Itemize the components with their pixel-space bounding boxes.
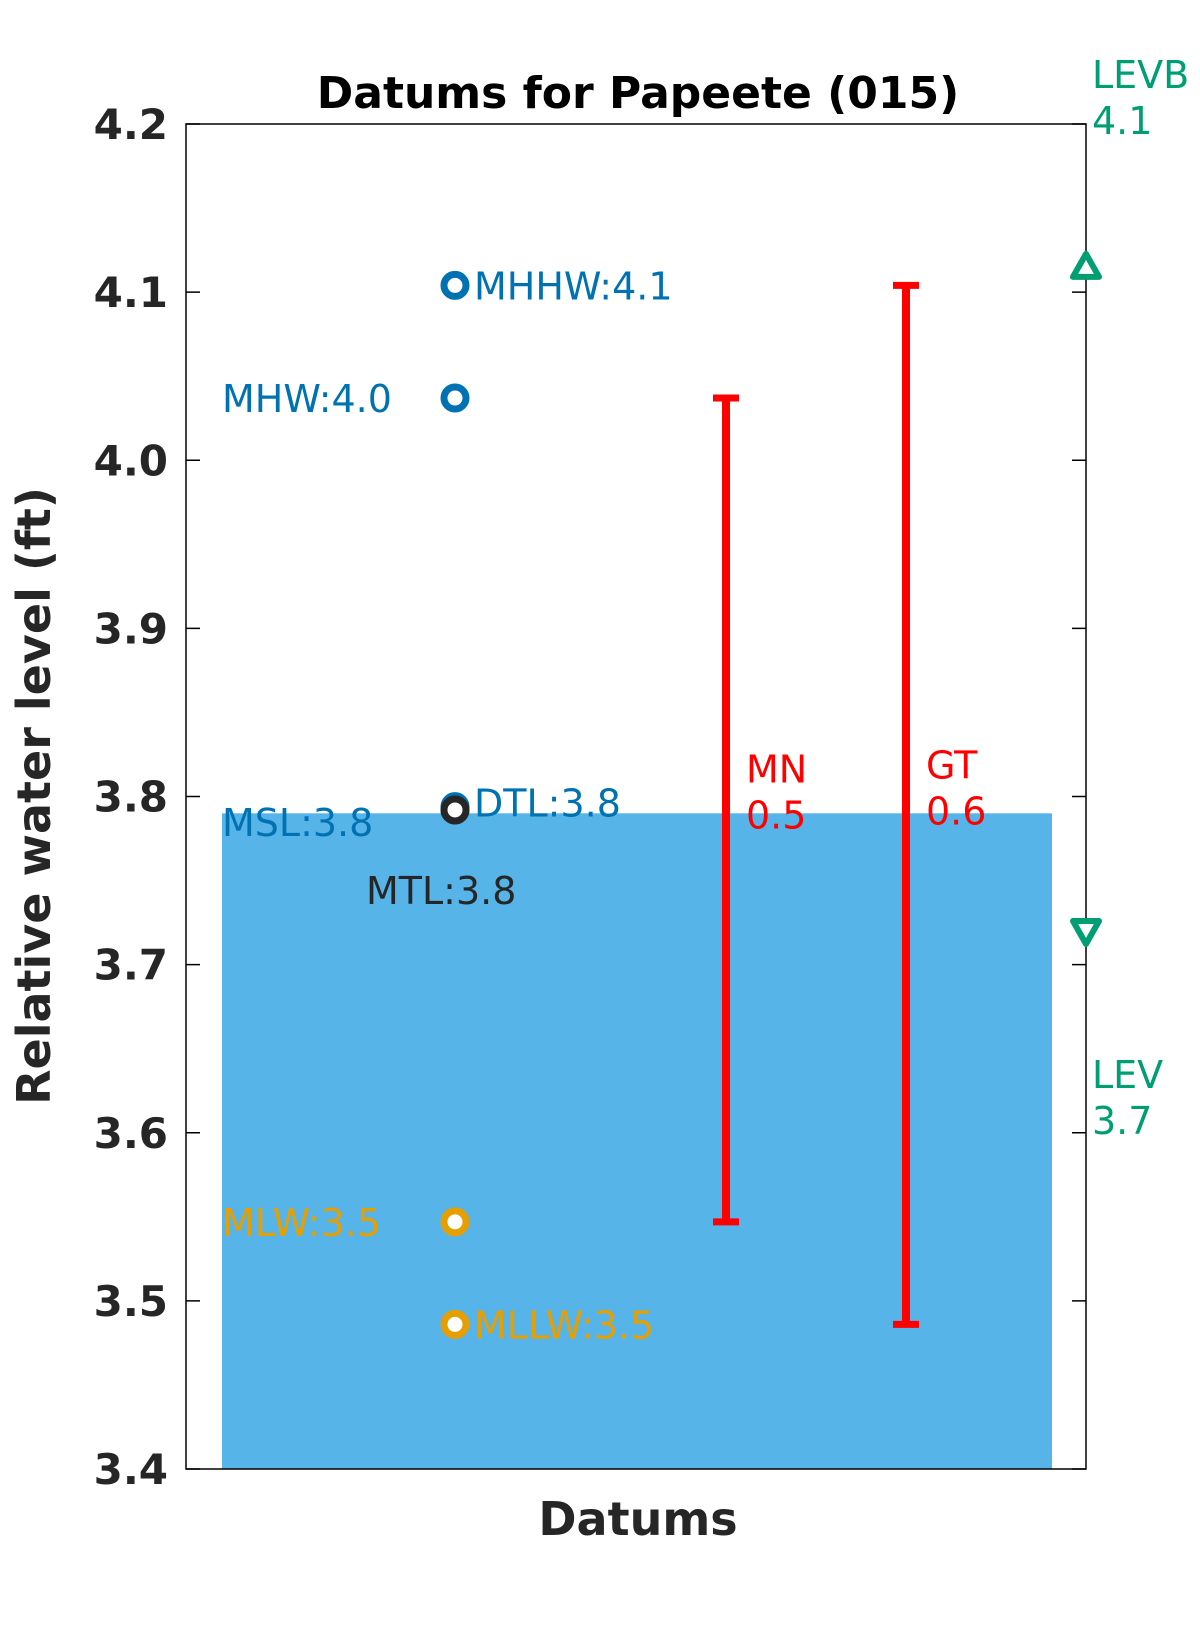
datum-mhhw: MHHW:4.1 <box>440 264 673 308</box>
datum-marker <box>440 383 470 413</box>
range-name-label: MN <box>746 748 807 792</box>
y-tick-label: 3.6 <box>94 1109 168 1158</box>
datum-mhw: MHW:4.0 <box>222 377 470 421</box>
range-gt: GT0.6 <box>893 281 986 1328</box>
datum-label: MHHW:4.1 <box>474 264 673 308</box>
extreme-name-label: LEVB <box>1092 53 1189 97</box>
datum-marker <box>440 270 470 300</box>
y-tick-label: 4.2 <box>94 100 168 149</box>
range-mn: MN0.5 <box>713 394 807 1226</box>
datum-label: MLW:3.5 <box>222 1201 381 1245</box>
datum-label: MSL:3.8 <box>222 801 373 845</box>
y-tick-label: 3.9 <box>94 604 168 653</box>
y-tick-label: 3.7 <box>94 941 168 990</box>
y-tick-label: 4.0 <box>94 436 168 485</box>
extreme-marker <box>1070 250 1102 280</box>
y-tick-label: 3.8 <box>94 773 168 822</box>
datum-marker <box>440 1207 470 1237</box>
extreme-value-label: 3.7 <box>1092 1099 1152 1143</box>
y-tick-label: 3.5 <box>94 1277 168 1326</box>
datum-marker <box>440 795 470 825</box>
datum-label: MHW:4.0 <box>222 377 392 421</box>
water-level-fill <box>222 813 1052 1469</box>
range-value-label: 0.6 <box>926 790 986 834</box>
range-bars: MN0.5 GT0.6 <box>713 281 986 1328</box>
datum-mlw: MLW:3.5 <box>222 1201 470 1245</box>
datum-mllw: MLLW:3.5 <box>440 1303 654 1347</box>
y-axis-label: Relative water level (ft) <box>7 487 61 1105</box>
datum-label: MTL:3.8 <box>366 869 516 913</box>
y-axis-ticks: 3.4 3.5 3.6 3.7 3.8 3.9 4.0 4.1 4.2 <box>94 100 1086 1494</box>
y-tick-label: 3.4 <box>94 1445 168 1494</box>
datum-markers: MHHW:4.1 MHW:4.0 MSL:3.8 DTL:3.8 MTL:3.8 MLW:… <box>222 264 673 1347</box>
chart-title: Datums for Papeete (015) <box>317 68 960 119</box>
y-tick-label: 4.1 <box>94 268 168 317</box>
datum-marker <box>440 1309 470 1339</box>
x-axis-label: Datums <box>538 1492 737 1546</box>
extreme-name-label: LEV <box>1092 1053 1163 1097</box>
range-value-label: 0.5 <box>746 794 806 838</box>
datum-label: DTL:3.8 <box>474 782 621 826</box>
datum-mtl: MTL:3.8 <box>366 795 516 913</box>
datum-label: MLLW:3.5 <box>474 1303 654 1347</box>
extreme-marker <box>1070 918 1102 947</box>
range-name-label: GT <box>926 744 978 788</box>
extreme-value-label: 4.1 <box>1092 99 1152 143</box>
